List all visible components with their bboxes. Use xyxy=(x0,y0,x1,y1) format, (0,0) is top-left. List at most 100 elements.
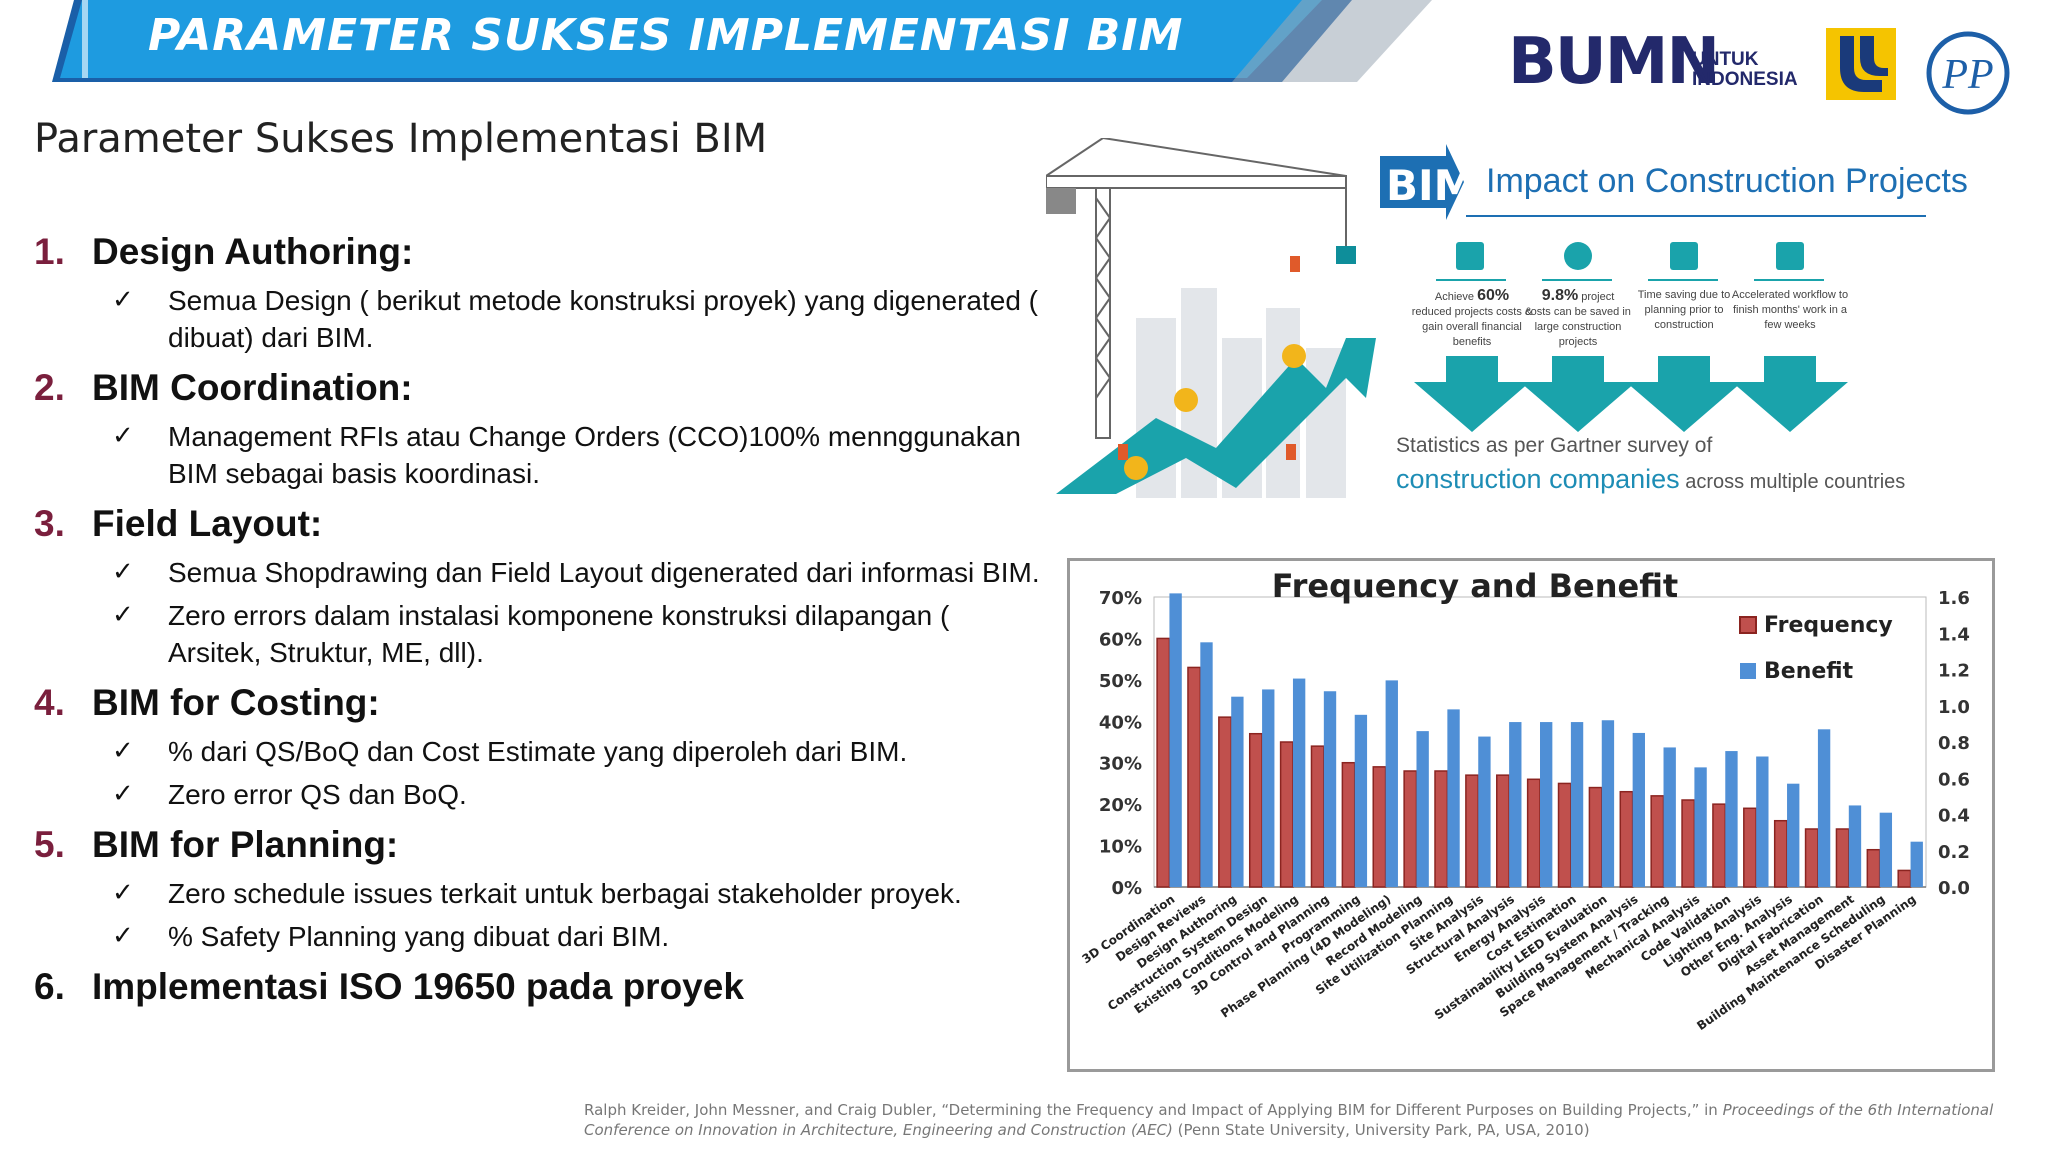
pp-logo-icon: PP xyxy=(1926,31,2010,115)
parameter-number: 5. xyxy=(34,824,65,865)
ministry-logo-icon xyxy=(1826,28,1896,100)
bar-frequency xyxy=(1897,869,1912,888)
parameter-list: 1. Design Authoring: ✓ Semua Design ( berik… xyxy=(34,226,1044,1013)
left-axis-tick: 0% xyxy=(1111,878,1142,899)
infographic-graphics: BIM xyxy=(1046,138,1926,498)
citation-authors: Ralph Kreider, John Messner, and Craig D… xyxy=(584,1101,1723,1119)
legend-frequency-swatch xyxy=(1739,616,1757,634)
parameter-heading: 5. BIM for Planning: xyxy=(34,819,1044,871)
parameter-item: 2. BIM Coordination: ✓ Management RFIs atau… xyxy=(34,362,1044,492)
right-axis-tick: 1.6 xyxy=(1938,588,1970,609)
left-axis-tick: 60% xyxy=(1099,629,1142,650)
parameter-title: BIM for Costing: xyxy=(92,682,380,723)
bar-frequency xyxy=(1681,799,1696,888)
checkmark-icon: ✓ xyxy=(112,557,134,587)
left-axis-tick: 50% xyxy=(1099,671,1142,692)
parameter-number: 4. xyxy=(34,682,65,723)
parameter-bullet: ✓ Semua Design ( berikut metode konstruks… xyxy=(34,282,1044,356)
bar-benefit xyxy=(1354,714,1368,887)
parameter-heading: 1. Design Authoring: xyxy=(34,226,1044,278)
parameter-item: 1. Design Authoring: ✓ Semua Design ( berik… xyxy=(34,226,1044,356)
bumn-logo: BUMN xyxy=(1508,25,1720,99)
bar-benefit xyxy=(1910,841,1923,887)
bar-frequency xyxy=(1310,745,1325,888)
parameter-heading: 4. BIM for Costing: xyxy=(34,677,1044,729)
bar-frequency xyxy=(1218,716,1232,888)
parameter-bullet: ✓ Zero schedule issues terkait untuk berb… xyxy=(34,875,1044,912)
checkmark-icon: ✓ xyxy=(112,779,134,809)
parameter-number: 6. xyxy=(34,966,65,1007)
stat-cost-reduction: Achieve 60% reduced projects costs & gain… xyxy=(1410,288,1534,350)
bumn-tagline-line2: INDONESIA xyxy=(1692,69,1798,90)
checkmark-icon: ✓ xyxy=(112,285,134,315)
right-axis-tick: 1.4 xyxy=(1938,624,1970,645)
parameter-bullet-text: % Safety Planning yang dibuat dari BIM. xyxy=(168,921,670,952)
bar-frequency xyxy=(1279,741,1294,888)
parameter-title: Implementasi ISO 19650 pada proyek xyxy=(92,966,744,1007)
bar-benefit xyxy=(1848,805,1862,887)
survey-highlight-text: construction companies xyxy=(1396,464,1680,494)
survey-tail-text: across multiple countries xyxy=(1679,471,1906,493)
bar-benefit xyxy=(1169,593,1182,887)
parameter-item: 3. Field Layout: ✓ Semua Shopdrawing dan Fi… xyxy=(34,498,1044,671)
parameter-bullet: ✓ Zero error QS dan BoQ. xyxy=(34,776,1044,813)
parameter-bullet: ✓ % Safety Planning yang dibuat dari BIM. xyxy=(34,918,1044,955)
parameter-bullet-text: Zero schedule issues terkait untuk berba… xyxy=(168,878,962,909)
parameter-bullet: ✓ % dari QS/BoQ dan Cost Estimate yang di… xyxy=(34,733,1044,770)
stat-1-highlight: 60% xyxy=(1477,287,1510,304)
parameter-title: Design Authoring: xyxy=(92,231,414,272)
parameter-bullet: ✓ Management RFIs atau Change Orders (CCO… xyxy=(34,418,1044,492)
bar-frequency xyxy=(1526,778,1541,888)
stat-time-saving: Time saving due to planning prior to con… xyxy=(1622,288,1746,333)
parameter-bullet: ✓ Semua Shopdrawing dan Field Layout dige… xyxy=(34,554,1044,591)
stat-cost-saving: 9.8% project costs can be saved in large … xyxy=(1516,288,1640,350)
parameter-number: 2. xyxy=(34,367,65,408)
bar-frequency xyxy=(1341,761,1356,888)
bar-benefit xyxy=(1879,812,1893,887)
bar-benefit xyxy=(1323,691,1337,887)
pp-logo-text: PP xyxy=(1941,52,1993,98)
frequency-benefit-chart: Frequency and Benefit 0% 10% 20% 30% 40% 50% 60… xyxy=(1067,558,1995,1072)
bar-frequency xyxy=(1866,848,1881,888)
citation-publisher: (Penn State University, University Park,… xyxy=(1172,1121,1590,1139)
stat-workflow: Accelerated workflow to finish months' w… xyxy=(1728,288,1852,333)
bar-benefit xyxy=(1200,642,1213,887)
bar-benefit xyxy=(1416,731,1429,887)
parameter-bullet-text: Zero errors dalam instalasi komponene ko… xyxy=(168,600,950,668)
bim-tag: BIM xyxy=(1386,161,1475,210)
bar-frequency xyxy=(1619,790,1634,888)
parameter-bullet-text: Management RFIs atau Change Orders (CCO)… xyxy=(168,421,1021,489)
bar-benefit xyxy=(1509,722,1522,887)
bar-frequency xyxy=(1588,786,1603,888)
parameter-item: 5. BIM for Planning: ✓ Zero schedule issues… xyxy=(34,819,1044,955)
right-axis-tick: 0.4 xyxy=(1938,806,1970,827)
stat-4-text: Accelerated workflow to finish months' w… xyxy=(1731,289,1849,331)
checkmark-icon: ✓ xyxy=(112,878,134,908)
right-axis-tick: 0.8 xyxy=(1938,733,1970,754)
legend-benefit-swatch xyxy=(1740,663,1756,679)
parameter-number: 3. xyxy=(34,503,65,544)
parameter-heading: 3. Field Layout: xyxy=(34,498,1044,550)
stat-1-pre: Achieve xyxy=(1434,291,1478,303)
right-axis-tick: 0.6 xyxy=(1938,769,1970,790)
checkmark-icon: ✓ xyxy=(112,600,134,630)
left-axis-tick: 20% xyxy=(1099,795,1142,816)
parameter-item: 4. BIM for Costing: ✓ % dari QS/BoQ dan Cos… xyxy=(34,677,1044,813)
bar-frequency xyxy=(1835,828,1850,888)
right-axis-tick: 1.0 xyxy=(1938,697,1970,718)
bar-frequency xyxy=(1712,803,1727,888)
bar-benefit xyxy=(1817,729,1831,887)
parameter-heading: 2. BIM Coordination: xyxy=(34,362,1044,414)
bar-frequency xyxy=(1743,807,1757,888)
stat-2-post: project xyxy=(1578,291,1615,303)
header-banner: PARAMETER SUKSES IMPLEMENTASI BIM xyxy=(52,0,1432,82)
checkmark-icon: ✓ xyxy=(112,421,134,451)
bar-benefit xyxy=(1570,722,1584,887)
checkmark-icon: ✓ xyxy=(112,736,134,766)
parameter-title: BIM for Planning: xyxy=(92,824,399,865)
bar-benefit xyxy=(1756,756,1769,887)
stat-1-text: reduced projects costs & gain overall fi… xyxy=(1411,306,1533,348)
bumn-logo-tagline: UNTUK INDONESIA xyxy=(1692,50,1798,90)
bar-frequency xyxy=(1403,770,1418,888)
survey-note: Statistics as per Gartner survey of xyxy=(1396,434,1713,457)
